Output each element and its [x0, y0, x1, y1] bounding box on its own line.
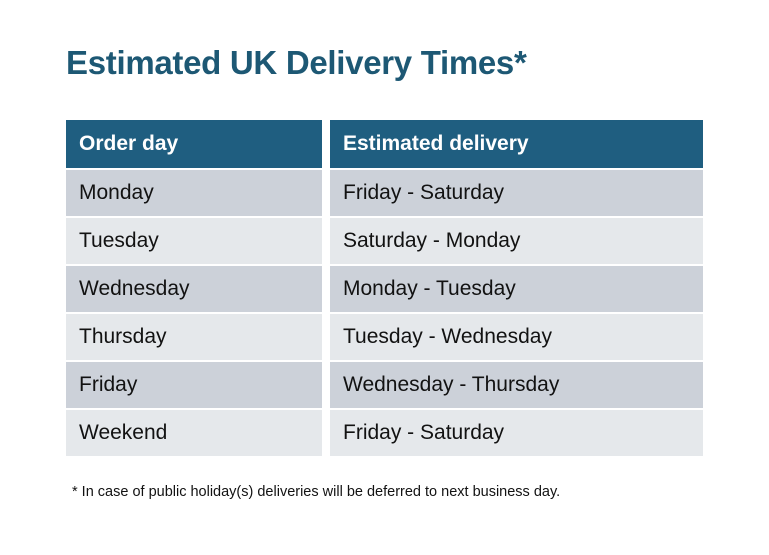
- cell-order-day: Tuesday: [66, 218, 322, 264]
- cell-order-day: Weekend: [66, 410, 322, 456]
- table-row: Monday Friday - Saturday: [66, 170, 703, 216]
- cell-estimated-delivery: Friday - Saturday: [330, 410, 703, 456]
- footnote-text: * In case of public holiday(s) deliverie…: [72, 484, 561, 500]
- table-header-row: Order day Estimated delivery: [66, 120, 703, 168]
- table-row: Weekend Friday - Saturday: [66, 410, 703, 456]
- cell-estimated-delivery: Monday - Tuesday: [330, 266, 703, 312]
- table-row: Wednesday Monday - Tuesday: [66, 266, 703, 312]
- cell-estimated-delivery: Saturday - Monday: [330, 218, 703, 264]
- cell-estimated-delivery: Tuesday - Wednesday: [330, 314, 703, 360]
- column-header-estimated-delivery: Estimated delivery: [330, 120, 703, 168]
- column-header-order-day: Order day: [66, 120, 322, 168]
- table-row: Tuesday Saturday - Monday: [66, 218, 703, 264]
- cell-order-day: Monday: [66, 170, 322, 216]
- cell-order-day: Wednesday: [66, 266, 322, 312]
- cell-estimated-delivery: Friday - Saturday: [330, 170, 703, 216]
- page-title: Estimated UK Delivery Times*: [66, 44, 527, 81]
- table-row: Friday Wednesday - Thursday: [66, 362, 703, 408]
- delivery-times-table: Order day Estimated delivery Monday Frid…: [66, 120, 703, 458]
- table-row: Thursday Tuesday - Wednesday: [66, 314, 703, 360]
- cell-order-day: Friday: [66, 362, 322, 408]
- cell-order-day: Thursday: [66, 314, 322, 360]
- cell-estimated-delivery: Wednesday - Thursday: [330, 362, 703, 408]
